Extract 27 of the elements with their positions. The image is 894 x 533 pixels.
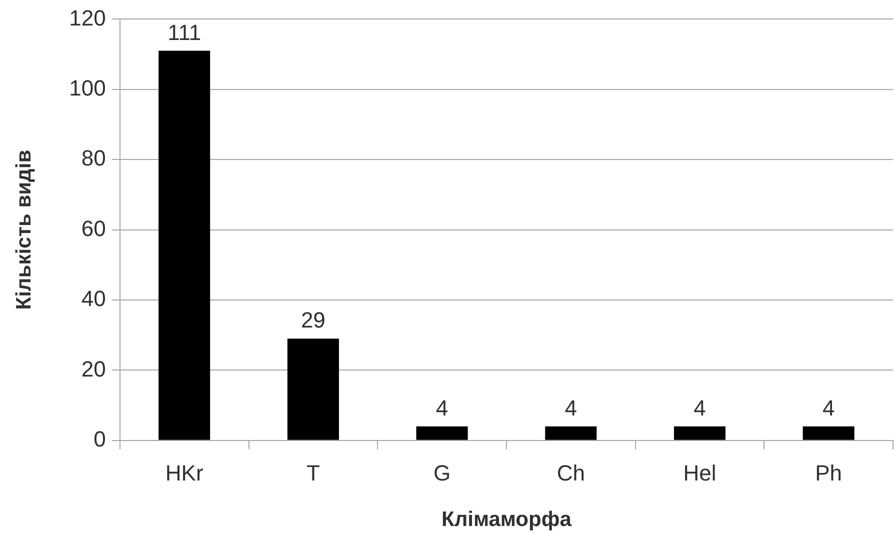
data-label: 4 bbox=[564, 395, 578, 420]
x-axis-title: Клімаморфа bbox=[442, 508, 572, 532]
x-tick-label: Ch bbox=[556, 460, 585, 486]
bar bbox=[158, 50, 210, 440]
bar bbox=[674, 426, 726, 440]
y-tick-label: 100 bbox=[69, 75, 106, 100]
bar bbox=[416, 426, 468, 440]
y-tick-label: 120 bbox=[69, 5, 106, 30]
x-tick-label: Ph bbox=[815, 460, 842, 486]
x-tick-label: HKr bbox=[165, 460, 204, 486]
bar bbox=[802, 426, 854, 440]
x-tick-label: G bbox=[433, 460, 451, 486]
y-tick-label: 20 bbox=[81, 356, 106, 382]
data-label: 111 bbox=[168, 20, 202, 45]
bar bbox=[287, 338, 339, 440]
y-tick-label: 40 bbox=[81, 286, 106, 312]
data-label: 4 bbox=[436, 395, 448, 420]
y-axis-title: Кількість видів bbox=[12, 150, 36, 310]
y-tick-label: 0 bbox=[94, 426, 106, 452]
y-tick-label: 80 bbox=[81, 146, 106, 171]
data-label: 29 bbox=[300, 308, 326, 333]
data-label: 4 bbox=[694, 395, 706, 420]
x-tick-label: Hel bbox=[683, 460, 716, 486]
y-tick-label: 60 bbox=[81, 216, 106, 241]
bar bbox=[545, 426, 597, 440]
data-label: 4 bbox=[822, 395, 835, 420]
x-tick-label: T bbox=[306, 460, 320, 486]
